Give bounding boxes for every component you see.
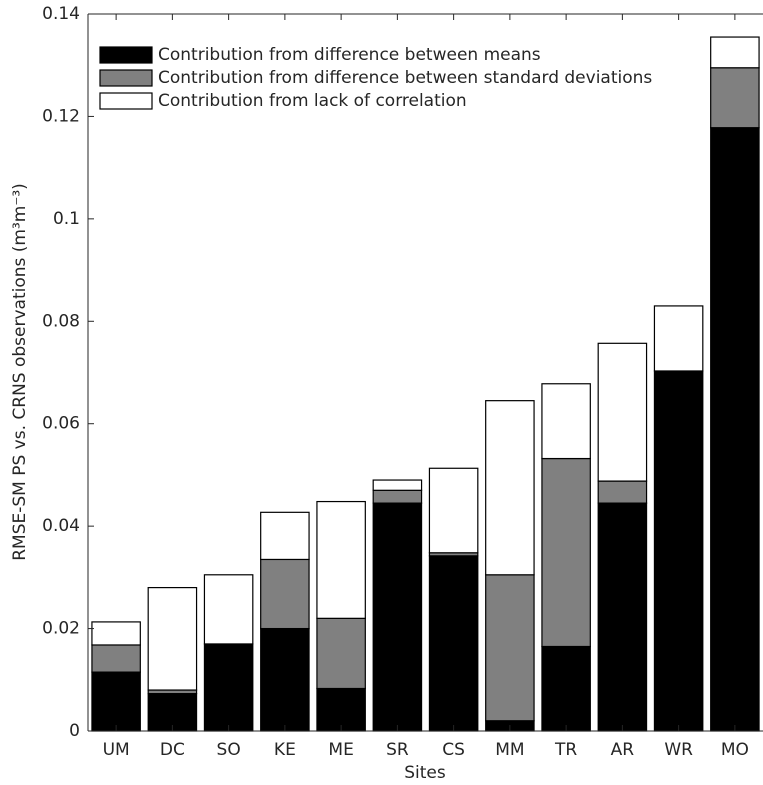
- bar-segment: [316, 500, 366, 619]
- bar-segment: [203, 643, 254, 732]
- legend-swatch: [99, 92, 153, 110]
- bar-segment: [541, 645, 591, 732]
- x-tick-label: SR: [386, 740, 409, 760]
- bar-segment: [91, 671, 141, 732]
- bar-segment: [428, 467, 479, 554]
- bar-segment: [91, 621, 141, 646]
- bar-segment: [147, 586, 198, 691]
- legend-swatch: [99, 69, 153, 87]
- x-tick-label: MM: [495, 740, 524, 760]
- x-tick-label: ME: [328, 740, 353, 760]
- y-tick-label: 0: [69, 721, 80, 741]
- bar-segment: [260, 558, 310, 630]
- bar-segment: [710, 67, 760, 129]
- bar-segment: [316, 617, 366, 690]
- legend-swatch: [99, 46, 153, 64]
- y-tick-label: 0.04: [42, 516, 80, 536]
- bar-segment: [653, 305, 704, 372]
- bar-segment: [372, 502, 423, 732]
- bar-segment: [260, 511, 310, 561]
- y-tick-label: 0.14: [42, 4, 80, 24]
- y-tick-label: 0.12: [42, 106, 80, 126]
- bar-segment: [597, 502, 648, 732]
- x-tick-label: WR: [664, 740, 693, 760]
- legend-label: Contribution from lack of correlation: [158, 91, 467, 111]
- y-tick-label: 0.02: [42, 619, 80, 639]
- bar-segment: [597, 342, 648, 482]
- bar-segment: [372, 489, 423, 504]
- bar-segment: [710, 127, 760, 732]
- x-axis-label: Sites: [404, 763, 446, 783]
- bar-segment: [428, 555, 479, 732]
- y-tick-label: 0.1: [53, 209, 80, 229]
- bar-segment: [541, 383, 591, 460]
- bar-segment: [372, 479, 423, 491]
- bar-segment: [203, 574, 254, 645]
- x-tick-label: DC: [160, 740, 185, 760]
- x-tick-label: MO: [721, 740, 749, 760]
- legend-label: Contribution from difference between sta…: [158, 68, 652, 88]
- bar-segment: [597, 480, 648, 504]
- bar-segment: [91, 644, 141, 673]
- bar-segment: [710, 36, 760, 69]
- bar-segment: [147, 693, 198, 732]
- legend-label: Contribution from difference between mea…: [158, 45, 541, 65]
- bar-segment: [316, 687, 366, 732]
- x-tick-label: SO: [217, 740, 241, 760]
- x-tick-label: KE: [274, 740, 296, 760]
- x-tick-label: UM: [103, 740, 130, 760]
- bar-segment: [485, 400, 535, 576]
- x-tick-label: AR: [611, 740, 635, 760]
- y-tick-label: 0.08: [42, 311, 80, 331]
- y-axis-label: RMSE-SM PS vs. CRNS observations (m³m⁻³): [10, 183, 30, 561]
- x-tick-label: TR: [554, 740, 577, 760]
- x-tick-label: CS: [442, 740, 465, 760]
- bar-segment: [260, 627, 310, 732]
- bar-segment: [485, 574, 535, 722]
- y-tick-label: 0.06: [42, 414, 80, 434]
- bar-segment: [653, 370, 704, 732]
- bar-segment: [541, 457, 591, 648]
